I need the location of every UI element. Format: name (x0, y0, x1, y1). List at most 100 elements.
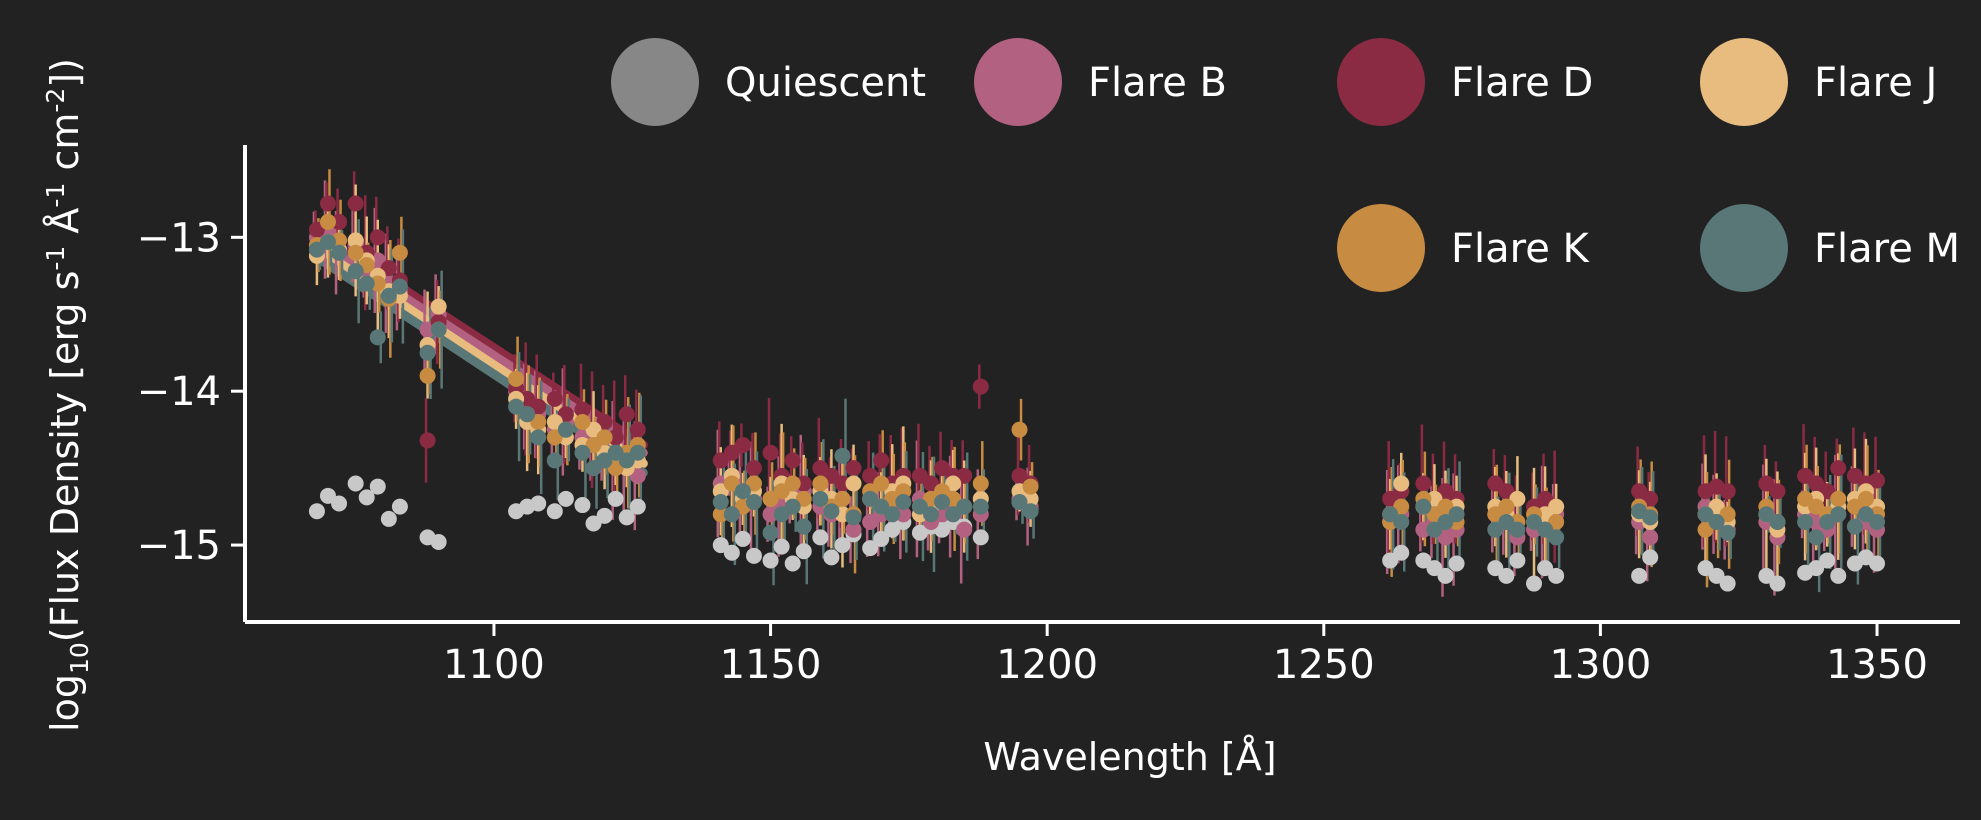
series-points (308, 233, 1886, 546)
data-point (734, 437, 751, 454)
data-point (956, 521, 973, 538)
data-point (319, 233, 336, 250)
data-point (1498, 498, 1515, 515)
data-point (834, 537, 851, 554)
x-tick-label: 1200 (996, 642, 1098, 688)
legend-item: Flare D (1337, 38, 1593, 126)
data-point (1769, 483, 1786, 500)
data-point (369, 329, 386, 346)
data-point (845, 509, 862, 526)
data-point (607, 429, 624, 446)
y-axis-label: log10(Flux Density [erg s-1 Å-1 cm-2]) (41, 58, 94, 732)
data-point (1415, 475, 1432, 492)
data-point (795, 543, 812, 560)
data-point (618, 406, 635, 423)
data-point (430, 321, 447, 338)
data-point (391, 278, 408, 295)
data-point (1830, 490, 1847, 507)
data-point (1830, 567, 1847, 584)
legend: Quiescent Flare B Flare D Flare J Flare K Fla… (611, 38, 1960, 292)
data-point (723, 506, 740, 523)
legend-marker (1337, 204, 1425, 292)
data-point (391, 498, 408, 515)
data-point (784, 475, 801, 492)
legend-label: Flare K (1451, 226, 1591, 272)
legend-item: Quiescent (611, 38, 926, 126)
data-point (629, 421, 646, 438)
data-point (1548, 567, 1565, 584)
data-point (1642, 529, 1659, 546)
data-point (419, 367, 436, 384)
data-point (557, 421, 574, 438)
data-point (1022, 478, 1039, 495)
data-point (1509, 552, 1526, 569)
data-point (972, 475, 989, 492)
data-point (1719, 483, 1736, 500)
legend-label: Quiescent (725, 60, 926, 106)
data-point (873, 452, 890, 469)
data-point (1448, 506, 1465, 523)
data-point (845, 460, 862, 477)
data-point (1526, 575, 1543, 592)
data-point (745, 547, 762, 564)
data-point (734, 483, 751, 500)
data-point (596, 507, 613, 524)
data-point (795, 475, 812, 492)
data-point (1719, 524, 1736, 541)
data-point (1869, 513, 1886, 530)
y-tick-label: −15 (137, 523, 221, 569)
data-point (784, 498, 801, 515)
x-tick-label: 1350 (1826, 642, 1928, 688)
y-tick-label: −13 (137, 215, 221, 261)
data-point (834, 490, 851, 507)
data-point (1393, 544, 1410, 561)
data-point (1642, 509, 1659, 526)
data-point (1548, 498, 1565, 515)
data-point (823, 503, 840, 520)
legend-item: Flare B (974, 38, 1227, 126)
y-tick-label: −14 (137, 369, 221, 415)
data-point (762, 524, 779, 541)
data-point (812, 490, 829, 507)
data-point (369, 229, 386, 246)
data-point (629, 444, 646, 461)
data-point (546, 390, 563, 407)
legend-label: Flare J (1814, 60, 1937, 106)
data-point (873, 475, 890, 492)
data-point (1830, 506, 1847, 523)
legend-marker (611, 38, 699, 126)
data-point (574, 444, 591, 461)
data-point (1869, 472, 1886, 489)
data-point (972, 378, 989, 395)
data-point (1022, 503, 1039, 520)
data-point (812, 529, 829, 546)
data-point (712, 493, 729, 510)
data-point (745, 493, 762, 510)
legend-label: Flare D (1451, 60, 1593, 106)
data-point (1393, 475, 1410, 492)
legend-marker (1337, 38, 1425, 126)
data-point (1642, 549, 1659, 566)
data-point (723, 544, 740, 561)
data-point (762, 444, 779, 461)
data-point (972, 529, 989, 546)
axes (243, 145, 1960, 624)
data-point (574, 401, 591, 418)
data-point (530, 429, 547, 446)
series-points (308, 195, 1886, 515)
data-point (308, 503, 325, 520)
data-point (1548, 529, 1565, 546)
x-tick-label: 1250 (1273, 642, 1375, 688)
data-point (734, 530, 751, 547)
data-point (1808, 529, 1825, 546)
data-point (574, 497, 591, 514)
data-point (823, 549, 840, 566)
data-point (419, 432, 436, 449)
data-point (845, 475, 862, 492)
data-point (862, 540, 879, 557)
data-point (347, 232, 364, 249)
data-point (1011, 493, 1028, 510)
legend-marker (974, 38, 1062, 126)
data-point (845, 521, 862, 538)
